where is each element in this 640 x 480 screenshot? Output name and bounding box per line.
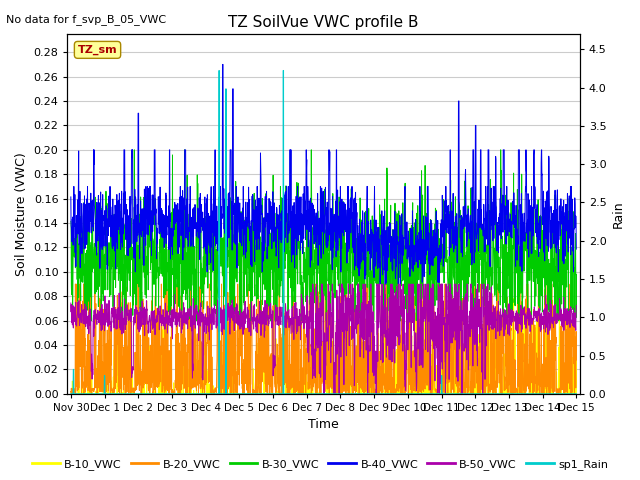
Y-axis label: Soil Moisture (VWC): Soil Moisture (VWC) (15, 152, 28, 276)
Legend: B-10_VWC, B-20_VWC, B-30_VWC, B-40_VWC, B-50_VWC, sp1_Rain: B-10_VWC, B-20_VWC, B-30_VWC, B-40_VWC, … (28, 455, 612, 474)
Text: TZ_sm: TZ_sm (77, 45, 117, 55)
X-axis label: Time: Time (308, 419, 339, 432)
Y-axis label: Rain: Rain (612, 200, 625, 228)
Title: TZ SoilVue VWC profile B: TZ SoilVue VWC profile B (228, 15, 419, 30)
Text: No data for f_svp_B_05_VWC: No data for f_svp_B_05_VWC (6, 14, 166, 25)
